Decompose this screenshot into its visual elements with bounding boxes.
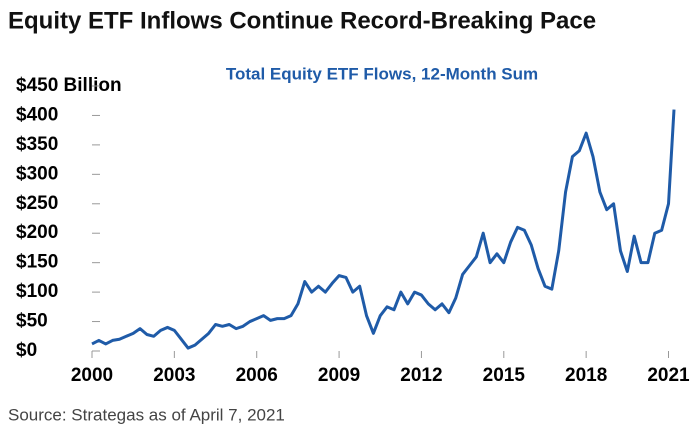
- x-tick-label: 2000: [71, 365, 113, 386]
- x-tick-label: 2018: [565, 365, 607, 386]
- source-note: Source: Strategas as of April 7, 2021: [8, 405, 285, 424]
- y-tick-label: $450 Billion: [16, 75, 122, 96]
- y-tick-label: $250: [16, 193, 58, 214]
- x-tick-label: 2009: [318, 365, 360, 386]
- x-tick-label: 2015: [483, 365, 526, 386]
- x-tick-label: 2012: [400, 365, 442, 386]
- y-tick-label: $0: [16, 340, 37, 361]
- y-tick-label: $50: [16, 311, 48, 332]
- chart-title: Equity ETF Inflows Continue Record-Break…: [8, 7, 596, 34]
- chart-subtitle: Total Equity ETF Flows, 12-Month Sum: [226, 64, 538, 83]
- data-line: [91, 109, 676, 350]
- y-tick-label: $150: [16, 252, 58, 273]
- x-tick-label: 2003: [153, 365, 195, 386]
- y-tick-label: $100: [16, 281, 58, 302]
- x-tick-label: 2006: [236, 365, 278, 386]
- y-tick-label: $200: [16, 222, 58, 243]
- y-tick-label: $300: [16, 163, 58, 184]
- y-tick-label: $350: [16, 134, 58, 155]
- x-tick-label: 2021: [647, 365, 690, 386]
- y-tick-label: $400: [16, 104, 58, 125]
